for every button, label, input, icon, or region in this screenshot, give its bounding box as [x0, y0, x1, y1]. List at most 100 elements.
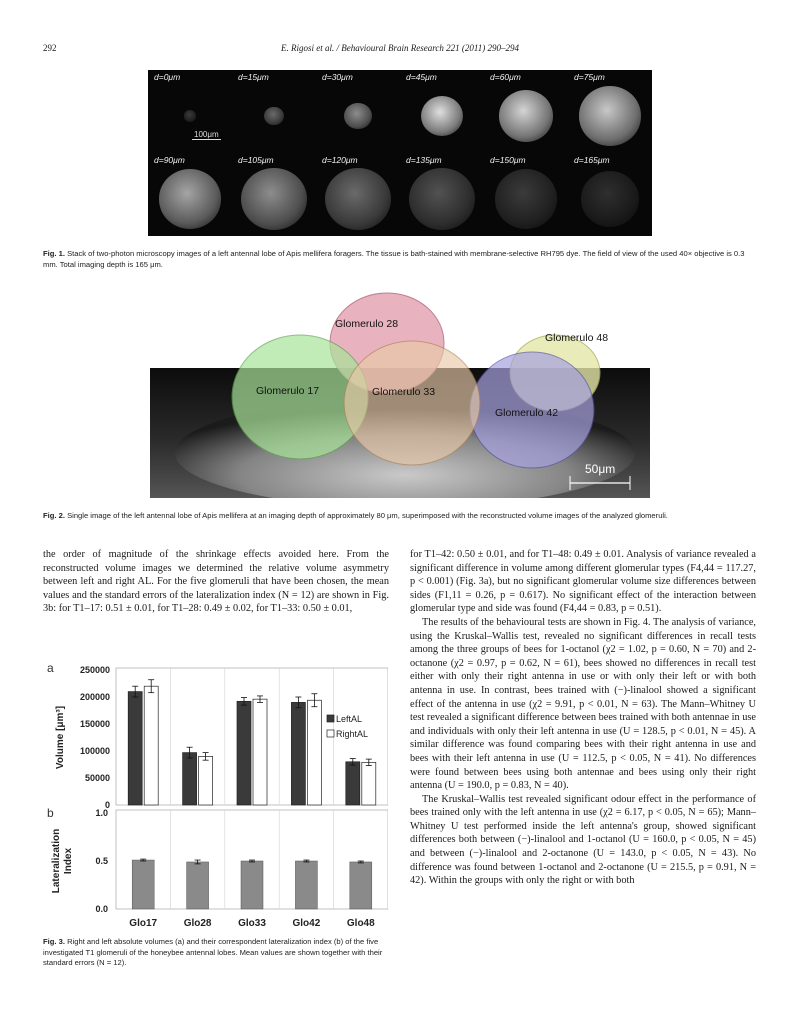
antennal-lobe-blob [264, 106, 284, 126]
legend-swatch-leftal [326, 714, 335, 723]
antennal-lobe-blob [240, 167, 308, 231]
microscopy-tile: d=135μm [400, 153, 484, 236]
panel-a-ylabel: Volume [μm³] [55, 706, 66, 769]
figure-1-scale-bar: 100μm [192, 130, 221, 140]
figure-2-scale-label: 50μm [585, 462, 616, 476]
bar-rightal-glo28 [198, 756, 213, 806]
label-glomerulo-48: Glomerulo 48 [545, 332, 609, 344]
antennal-lobe-blob [158, 169, 222, 229]
figure-2-caption-text: Single image of the left antennal lobe o… [67, 511, 668, 520]
panel-a-ytick: 200000 [80, 692, 110, 702]
depth-label: d=135μm [406, 155, 442, 165]
paragraph: the order of magnitude of the shrinkage … [43, 549, 389, 615]
antennal-lobe-blob [324, 167, 392, 231]
figure-2-label: Fig. 2. [43, 511, 65, 520]
panel-a-ytick: 50000 [85, 773, 110, 783]
antennal-lobe-blob [344, 103, 372, 129]
x-tick-glo28: Glo28 [184, 918, 212, 929]
panel-a-ytick: 250000 [80, 665, 110, 675]
antennal-lobe-blob [580, 171, 640, 227]
panel-b-letter: b [47, 806, 54, 820]
figure-3-chart: a 0 50000 100000 150000 200000 250000 Volume [μ… [47, 661, 388, 929]
bar-leftal-glo17 [127, 691, 143, 806]
microscopy-tile: d=75μm [568, 70, 652, 153]
bar-rightal-glo48 [361, 761, 377, 806]
panel-a-ytick: 100000 [80, 746, 110, 756]
label-glomerulo-33: Glomerulo 33 [372, 386, 436, 398]
legend-swatch-rightal [326, 729, 335, 738]
antennal-lobe-blob [578, 86, 642, 146]
bar-leftal-glo33 [236, 700, 252, 806]
microscopy-tile: d=120μm [316, 153, 400, 236]
lateralization-bar-glo28 [186, 861, 209, 910]
microscopy-tile: d=45μm [400, 70, 484, 153]
x-tick-glo48: Glo48 [347, 918, 375, 929]
glomerulo-33-volume [343, 340, 481, 466]
panel-a-ytick: 0 [105, 800, 110, 810]
label-glomerulo-17: Glomerulo 17 [256, 385, 320, 397]
x-tick-glo42: Glo42 [293, 918, 321, 929]
bar-leftal-glo48 [345, 761, 361, 806]
page-number: 292 [43, 43, 57, 53]
figure-1-caption-text: Stack of two-photon microscopy images of… [43, 249, 745, 269]
microscopy-tile: d=105μm [232, 153, 316, 236]
depth-label: d=45μm [406, 72, 437, 82]
panel-a-ytick: 150000 [80, 719, 110, 729]
depth-label: d=60μm [490, 72, 521, 82]
depth-label: d=75μm [574, 72, 605, 82]
legend-label-rightal: RightAL [336, 729, 368, 739]
left-column-text: the order of magnitude of the shrinkage … [43, 548, 389, 616]
lateralization-bar-glo17 [131, 859, 155, 910]
running-header: 292 E. Rigosi et al. / Behavioural Brain… [43, 43, 757, 57]
x-tick-glo17: Glo17 [129, 918, 157, 929]
antennal-lobe-blob [184, 110, 196, 122]
lateralization-bar-glo42 [295, 860, 318, 910]
figure-3-caption: Fig. 3. Right and left absolute volumes … [43, 937, 389, 969]
panel-b-ylabel-line1: Lateralization [51, 829, 62, 893]
microscopy-tile: d=165μm [568, 153, 652, 236]
figure-1-caption: Fig. 1. Stack of two-photon microscopy i… [43, 249, 757, 270]
microscopy-tile: d=15μm [232, 70, 316, 153]
figure-2-glomeruli-render [231, 292, 631, 490]
label-glomerulo-28: Glomerulo 28 [335, 318, 399, 330]
panel-b-ytick: 0.0 [95, 904, 108, 914]
antennal-lobe-blob [420, 95, 464, 137]
bar-leftal-glo28 [182, 752, 197, 806]
antennal-lobe-blob [494, 169, 558, 229]
figure-3-caption-text: Right and left absolute volumes (a) and … [43, 937, 383, 967]
microscopy-tile: d=60μm [484, 70, 568, 153]
depth-label: d=90μm [154, 155, 185, 165]
paragraph: for T1–42: 0.50 ± 0.01, and for T1–48: 0… [410, 549, 756, 615]
panel-b-ytick: 0.5 [95, 856, 108, 866]
bar-rightal-glo17 [143, 685, 159, 806]
figure-1-image-grid: d=0μm d=15μm d=30μm d=45μm d=60μm d=75μm d=90μ… [148, 70, 652, 236]
panel-b-ylabel-line2: Index [63, 848, 74, 875]
panel-b-ytick: 1.0 [95, 808, 108, 818]
figure-2-caption: Fig. 2. Single image of the left antenna… [43, 511, 757, 522]
lateralization-bar-glo33 [240, 860, 264, 910]
bar-rightal-glo33 [252, 698, 268, 806]
antennal-lobe-blob [408, 167, 476, 231]
legend-label-leftal: LeftAL [336, 714, 362, 724]
microscopy-tile: d=0μm [148, 70, 232, 153]
depth-label: d=105μm [238, 155, 274, 165]
antennal-lobe-blob [498, 90, 554, 142]
depth-label: d=30μm [322, 72, 353, 82]
depth-label: d=0μm [154, 72, 181, 82]
x-tick-glo33: Glo33 [238, 918, 266, 929]
microscopy-tile: d=30μm [316, 70, 400, 153]
paragraph: The Kruskal–Wallis test revealed signifi… [410, 793, 756, 887]
depth-label: d=120μm [322, 155, 358, 165]
bar-rightal-glo42 [307, 699, 322, 806]
bar-leftal-glo42 [291, 702, 306, 806]
label-glomerulo-42: Glomerulo 42 [495, 407, 559, 419]
panel-a-frame [115, 667, 388, 806]
figure-1-label: Fig. 1. [43, 249, 65, 258]
figure-3-label: Fig. 3. [43, 937, 65, 946]
depth-label: d=150μm [490, 155, 526, 165]
paragraph: The results of the behavioural tests are… [410, 616, 756, 792]
journal-citation: E. Rigosi et al. / Behavioural Brain Res… [281, 43, 519, 53]
microscopy-tile: d=90μm [148, 153, 232, 236]
panel-a-letter: a [47, 661, 54, 675]
microscopy-tile: d=150μm [484, 153, 568, 236]
